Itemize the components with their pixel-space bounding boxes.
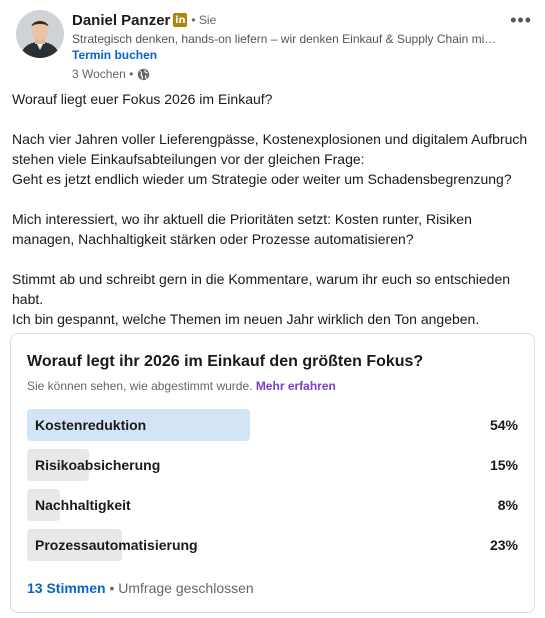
poll-option-percent: 15% [489, 457, 518, 473]
poll-note-text: Sie können sehen, wie abgestimmt wurde. [27, 379, 253, 393]
post-time: 3 Wochen • [72, 67, 134, 81]
more-options-icon[interactable]: ••• [510, 10, 532, 30]
poll-option-label: Kostenreduktion [35, 417, 147, 433]
poll-option-2[interactable]: Risikoabsicherung 15% [27, 449, 518, 481]
poll-bar [27, 529, 122, 561]
poll-option-label: Prozessautomatisierung [35, 537, 198, 553]
poll-option-percent: 54% [489, 417, 518, 433]
poll-note: Sie können sehen, wie abgestimmt wurde. … [27, 379, 336, 393]
poll-option-percent: 8% [497, 497, 518, 513]
post-text: Worauf liegt euer Fokus 2026 im Einkauf?… [12, 91, 528, 327]
poll-question: Worauf legt ihr 2026 im Einkauf den größ… [27, 353, 424, 370]
poll-footer: 13 Stimmen • Umfrage geschlossen [27, 580, 254, 596]
poll-option-percent: 23% [489, 537, 518, 553]
poll-option-3[interactable]: Nachhaltigkeit 8% [27, 489, 518, 521]
vote-count-link[interactable]: 13 Stimmen [27, 580, 106, 596]
author-info: Daniel Panzer in • Sie Strategisch denke… [72, 10, 502, 82]
poll-option-4[interactable]: Prozessautomatisierung 23% [27, 529, 518, 561]
connection-degree: • Sie [191, 13, 217, 27]
poll-status: • Umfrage geschlossen [105, 580, 254, 596]
poll-bar [27, 489, 60, 521]
linkedin-premium-icon: in [173, 13, 188, 27]
author-name-row: Daniel Panzer in • Sie [72, 10, 502, 30]
poll-option-label: Nachhaltigkeit [35, 497, 131, 513]
poll-option-label: Risikoabsicherung [35, 457, 161, 473]
learn-more-link[interactable]: Mehr erfahren [255, 379, 336, 393]
poll-bar [27, 449, 89, 481]
post-header: Daniel Panzer in • Sie Strategisch denke… [16, 10, 536, 82]
author-headline: Strategisch denken, hands-on liefern – w… [72, 32, 497, 46]
poll-card: Worauf legt ihr 2026 im Einkauf den größ… [10, 333, 535, 613]
poll-bar [27, 409, 250, 441]
book-appointment-link[interactable]: Termin buchen [72, 48, 158, 62]
author-avatar[interactable] [16, 10, 64, 58]
author-name[interactable]: Daniel Panzer [72, 11, 171, 29]
globe-icon [137, 68, 150, 81]
post-meta: 3 Wochen • [72, 67, 502, 81]
poll-option-1[interactable]: Kostenreduktion 54% [27, 409, 518, 441]
